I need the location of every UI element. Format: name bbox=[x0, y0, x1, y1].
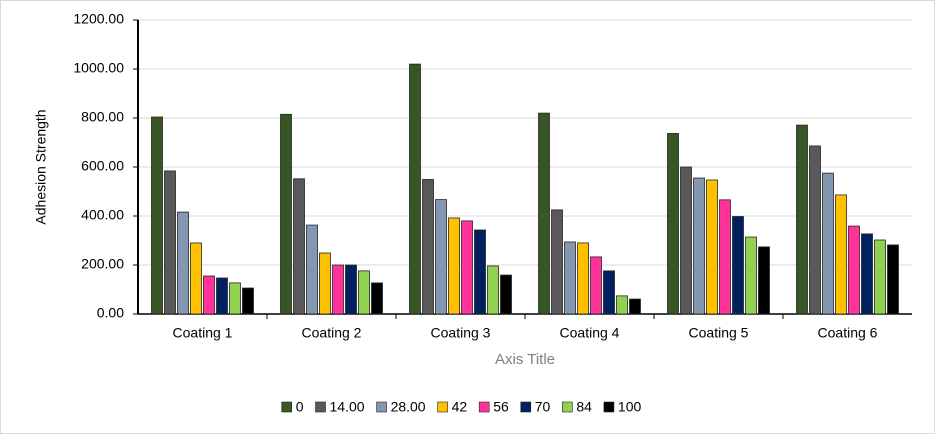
bar bbox=[564, 241, 576, 315]
legend-label: 56 bbox=[493, 399, 509, 415]
bar bbox=[319, 252, 331, 315]
legend-label: 28.00 bbox=[391, 399, 426, 415]
bar bbox=[603, 270, 615, 315]
bar bbox=[409, 63, 421, 315]
legend-label: 42 bbox=[452, 399, 468, 415]
legend-swatch bbox=[520, 401, 532, 413]
bar bbox=[732, 216, 744, 315]
bar bbox=[887, 244, 899, 315]
x-tick-label: Coating 1 bbox=[173, 325, 233, 341]
bar bbox=[809, 145, 821, 315]
bar bbox=[500, 274, 512, 315]
bar bbox=[435, 199, 447, 315]
bar bbox=[422, 179, 434, 315]
bar bbox=[745, 236, 757, 315]
legend-label: 70 bbox=[535, 399, 551, 415]
x-tick-label: Coating 3 bbox=[431, 325, 491, 341]
bar bbox=[345, 264, 357, 315]
bar bbox=[590, 256, 602, 315]
legend-swatch bbox=[478, 401, 490, 413]
legend-swatch bbox=[562, 401, 573, 413]
legend-swatch bbox=[437, 401, 448, 413]
x-axis-title: Axis Title bbox=[495, 351, 555, 368]
y-tick-label: 600.00 bbox=[81, 158, 124, 174]
bar bbox=[680, 166, 692, 315]
bar bbox=[577, 242, 589, 315]
y-tick-label: 1200.00 bbox=[73, 11, 124, 27]
legend-swatch bbox=[376, 401, 387, 413]
bar bbox=[616, 295, 628, 315]
bar bbox=[538, 112, 550, 315]
bar bbox=[706, 179, 718, 315]
bar bbox=[358, 270, 370, 315]
bar bbox=[861, 233, 873, 315]
bar bbox=[487, 265, 499, 315]
y-tick-label: 400.00 bbox=[81, 207, 124, 223]
bar bbox=[667, 133, 679, 315]
legend-label: 0 bbox=[296, 399, 304, 415]
bar bbox=[796, 124, 808, 315]
bar bbox=[229, 282, 241, 315]
y-tick-label: 800.00 bbox=[81, 109, 124, 125]
bar bbox=[306, 224, 318, 315]
bar bbox=[848, 225, 860, 315]
legend-swatch bbox=[315, 401, 326, 413]
y-tick-label: 0.00 bbox=[97, 305, 124, 321]
bar bbox=[164, 170, 176, 315]
bar bbox=[216, 277, 228, 315]
x-tick-label: Coating 2 bbox=[302, 325, 362, 341]
bar bbox=[719, 199, 731, 315]
legend-swatch bbox=[281, 401, 293, 413]
bar bbox=[461, 220, 473, 315]
bar bbox=[332, 264, 344, 315]
bar bbox=[151, 116, 163, 315]
x-tick-label: Coating 4 bbox=[560, 325, 620, 341]
bar bbox=[874, 239, 886, 315]
y-tick-label: 200.00 bbox=[81, 256, 124, 272]
bar bbox=[758, 246, 770, 315]
bar bbox=[203, 275, 215, 315]
x-tick-label: Coating 5 bbox=[689, 325, 749, 341]
bar bbox=[835, 194, 847, 315]
bar bbox=[822, 172, 834, 315]
bar bbox=[177, 211, 189, 315]
x-tick-label: Coating 6 bbox=[818, 325, 878, 341]
bar bbox=[693, 177, 705, 315]
y-tick-label: 1000.00 bbox=[73, 60, 124, 76]
legend-label: 100 bbox=[618, 399, 642, 415]
bar bbox=[551, 209, 563, 315]
bar bbox=[629, 298, 641, 315]
y-axis-title: Adhesion Strength bbox=[33, 109, 49, 224]
legend-label: 14.00 bbox=[330, 399, 365, 415]
bar bbox=[474, 229, 486, 315]
legend-swatch bbox=[603, 401, 615, 413]
bar bbox=[448, 217, 460, 315]
bar bbox=[293, 178, 305, 315]
legend-label: 84 bbox=[576, 399, 592, 415]
bar bbox=[242, 287, 254, 315]
bar bbox=[190, 242, 202, 315]
bar bbox=[371, 282, 383, 315]
bar bbox=[280, 113, 292, 315]
